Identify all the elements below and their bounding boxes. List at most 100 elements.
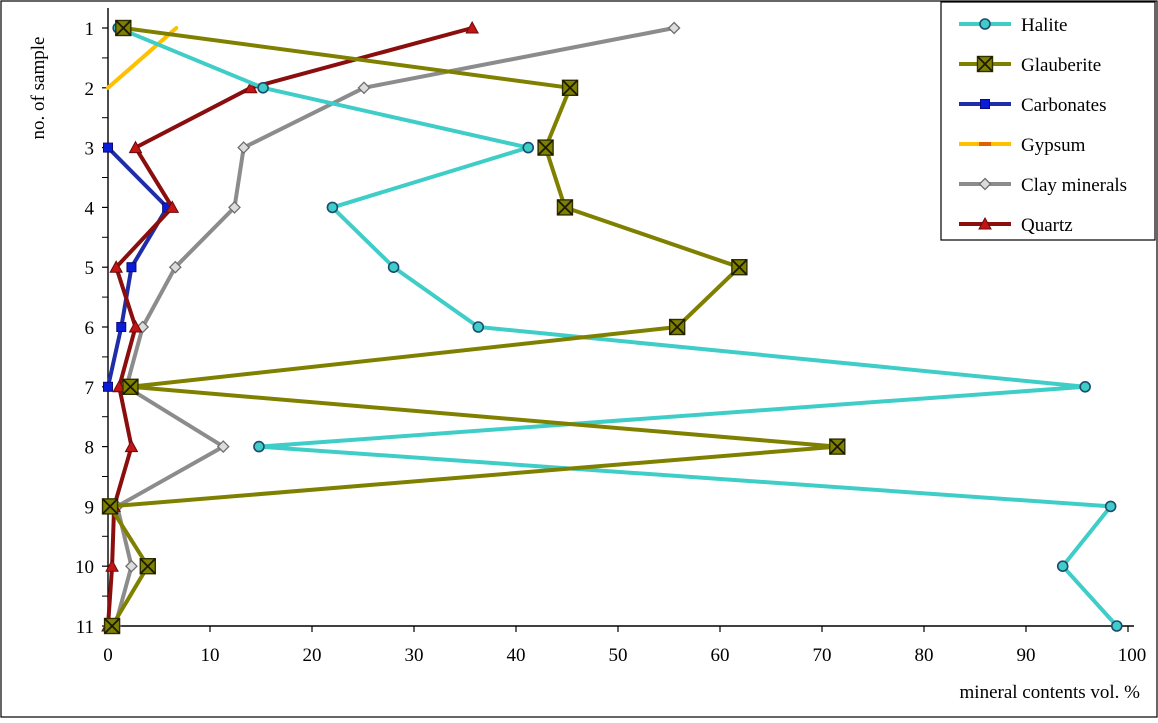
legend-marker-clay-minerals <box>978 177 992 191</box>
x-tick-label: 50 <box>609 645 628 666</box>
data-point-quartz <box>165 200 180 213</box>
x-tick-label: 60 <box>711 645 730 666</box>
x-tick-label: 20 <box>303 645 322 666</box>
data-point-glauberite <box>139 558 156 575</box>
y-tick-label: 1 <box>85 19 95 40</box>
data-point-clay-minerals <box>228 200 241 214</box>
x-tick-label: 10 <box>201 645 220 666</box>
marker-cross-b <box>139 558 156 575</box>
marker-cross-b <box>561 79 579 96</box>
legend-marker-quartz <box>978 216 992 230</box>
x-tick-label: 40 <box>507 645 526 666</box>
data-point-clay-minerals <box>216 440 230 454</box>
marker-cross-b <box>115 19 132 37</box>
y-tick-label: 2 <box>85 79 95 100</box>
legend-label-carbonates: Carbonates <box>1021 95 1106 116</box>
data-point-clay-minerals <box>357 81 371 95</box>
data-point-glauberite <box>537 139 554 156</box>
legend-item-halite: Halite <box>959 15 1067 36</box>
data-point-glauberite <box>556 199 574 216</box>
data-point-carbonates <box>116 322 127 332</box>
data-point-glauberite <box>731 259 748 276</box>
series-gypsum <box>106 26 179 90</box>
legend-item-carbonates: Carbonates <box>959 95 1106 116</box>
y-tick-label: 6 <box>85 318 95 339</box>
y-tick-label: 7 <box>85 378 95 399</box>
marker-cross-b <box>731 259 748 276</box>
data-point-quartz <box>112 379 127 393</box>
data-point-carbonates <box>126 262 137 273</box>
legend-marker-halite <box>979 18 991 30</box>
data-point-quartz <box>109 260 124 273</box>
data-point-halite <box>257 82 269 94</box>
data-point-glauberite <box>101 498 119 515</box>
data-point-glauberite <box>103 617 121 635</box>
y-tick-label: 5 <box>85 258 95 279</box>
marker-cross-b <box>829 438 846 455</box>
x-tick-label: 0 <box>103 645 113 666</box>
y-tick-label: 8 <box>85 438 95 459</box>
data-point-quartz <box>465 20 479 34</box>
y-axis-title: no. of sample <box>28 37 49 140</box>
data-point-halite <box>1056 560 1069 573</box>
data-point-halite <box>1079 380 1091 393</box>
x-tick-label: 100 <box>1118 645 1147 666</box>
data-point-glauberite <box>668 318 686 336</box>
marker-cross-b <box>976 55 994 73</box>
legend-item-glauberite: Glauberite <box>959 55 1101 76</box>
series-carbonates <box>103 142 173 392</box>
data-point-carbonates <box>103 381 113 392</box>
data-point-halite <box>387 261 400 274</box>
y-tick-label: 11 <box>76 617 94 638</box>
data-point-glauberite <box>561 79 579 97</box>
legend-label-gypsum: Gypsum <box>1021 135 1086 156</box>
marker-cross-b <box>537 139 554 156</box>
legend-item-gypsum: Gypsum <box>959 135 1086 156</box>
data-point-halite <box>522 141 535 154</box>
y-tick-label: 3 <box>85 139 95 160</box>
x-tick-label: 90 <box>1017 645 1036 666</box>
series-line-gypsum <box>106 26 179 90</box>
data-point-quartz <box>124 439 139 453</box>
data-point-glauberite <box>829 438 846 455</box>
data-point-clay-minerals <box>168 260 182 274</box>
legend-box <box>940 1 1156 241</box>
marker-cross-b <box>122 378 139 395</box>
legend-item-quartz: Quartz <box>959 215 1073 236</box>
data-point-quartz <box>243 80 258 94</box>
data-point-halite <box>472 321 485 333</box>
x-tick-label: 80 <box>915 645 934 666</box>
marker-cross-b <box>103 617 121 635</box>
legend-item-clay-minerals: Clay minerals <box>959 175 1127 196</box>
data-point-clay-minerals <box>125 559 138 573</box>
data-point-clay-minerals <box>667 21 681 35</box>
y-tick-label: 4 <box>85 198 95 219</box>
data-point-halite <box>1110 620 1123 632</box>
x-axis-title: mineral contents vol. % <box>960 682 1141 703</box>
data-point-halite <box>326 201 339 214</box>
data-point-quartz <box>128 140 143 154</box>
data-point-halite <box>253 440 265 453</box>
marker-cross-b <box>669 318 686 336</box>
legend-label-halite: Halite <box>1021 15 1067 36</box>
marker-cross-b <box>556 199 574 216</box>
marker-cross-b <box>101 498 119 515</box>
data-point-quartz <box>105 559 119 572</box>
legend-marker-carbonates <box>980 99 990 109</box>
series-glauberite <box>101 19 846 635</box>
legend-marker-glauberite <box>976 55 994 73</box>
data-point-quartz <box>128 319 143 333</box>
data-point-clay-minerals <box>237 141 251 155</box>
data-point-carbonates <box>103 142 113 153</box>
data-point-glauberite <box>122 378 139 395</box>
y-tick-label: 9 <box>85 497 95 518</box>
legend-label-glauberite: Glauberite <box>1021 55 1101 76</box>
x-tick-label: 70 <box>813 645 832 666</box>
x-tick-label: 30 <box>405 645 424 666</box>
legend-label-clay-minerals: Clay minerals <box>1021 175 1127 196</box>
data-point-glauberite <box>115 19 132 37</box>
legend-label-quartz: Quartz <box>1021 215 1073 236</box>
y-tick-label: 10 <box>75 557 94 578</box>
